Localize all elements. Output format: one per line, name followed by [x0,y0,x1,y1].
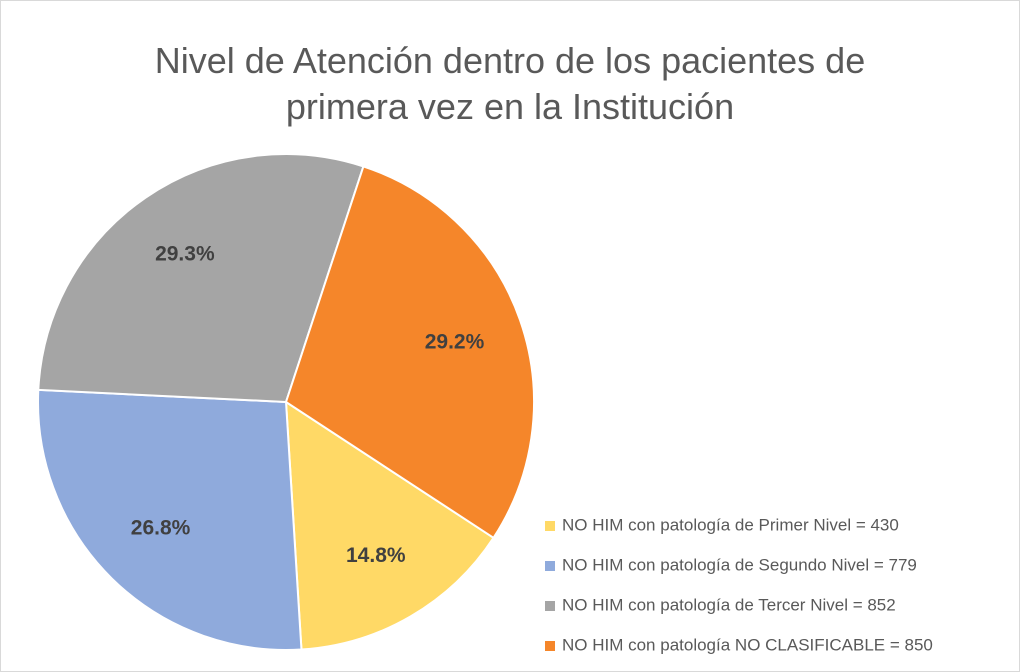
legend-swatch [545,521,555,531]
legend-label: NO HIM con patología de Segundo Nivel = … [562,555,917,574]
legend-label: NO HIM con patología de Primer Nivel = 4… [562,515,899,534]
data-label: 29.3% [155,242,215,265]
pie-slice [284,165,535,540]
pie-slice [284,400,495,651]
data-label: 29.2% [425,331,485,354]
legend-swatch [545,641,555,651]
legend-label: NO HIM con patología de Tercer Nivel = 8… [562,595,896,614]
legend-label: NO HIM con patología NO CLASIFICABLE = 8… [562,635,933,654]
legend-swatch [545,601,555,611]
legend-swatch [545,561,555,571]
pie-slice [37,153,365,404]
data-label: 26.8% [131,517,191,540]
chart-title: Nivel de Atención dentro de los paciente… [154,40,866,127]
pie-slice [37,388,303,651]
data-label: 14.8% [346,544,406,567]
